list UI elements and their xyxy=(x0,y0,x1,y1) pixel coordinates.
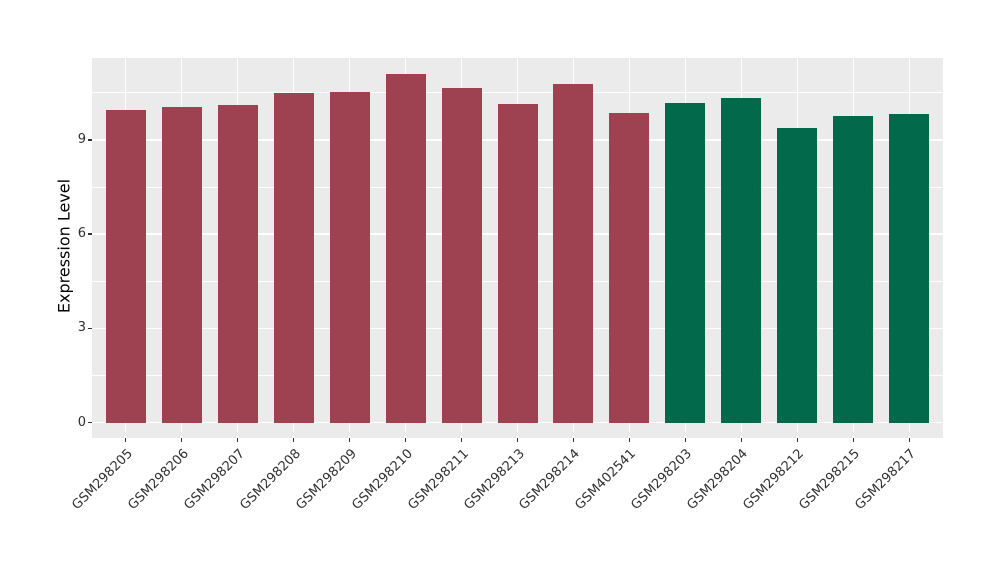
x-tick-mark-GSM298204 xyxy=(740,438,743,442)
x-tick-mark-GSM298205 xyxy=(124,438,127,442)
bar-GSM298213 xyxy=(497,103,538,423)
x-tick-mark-GSM402541 xyxy=(628,438,631,442)
y-tick-label-3: 3 xyxy=(77,320,86,336)
y-tick-mark-3 xyxy=(88,327,92,330)
y-tick-mark-0 xyxy=(88,421,92,424)
x-tick-mark-GSM298207 xyxy=(236,438,239,442)
bar-GSM402541 xyxy=(609,112,650,423)
bar-GSM298205 xyxy=(105,109,146,423)
x-tick-mark-GSM298217 xyxy=(908,438,911,442)
bar-GSM298214 xyxy=(553,84,594,423)
bar-GSM298207 xyxy=(217,105,258,423)
x-tick-mark-GSM298211 xyxy=(460,438,463,442)
x-tick-mark-GSM298214 xyxy=(572,438,575,442)
bar-GSM298215 xyxy=(833,115,874,423)
y-axis-title: Expression Level xyxy=(54,178,74,314)
y-tick-mark-6 xyxy=(88,233,92,235)
bar-GSM298212 xyxy=(777,127,818,423)
bar-GSM298211 xyxy=(441,88,482,423)
x-tick-mark-GSM298213 xyxy=(516,438,519,442)
x-tick-mark-GSM298212 xyxy=(796,438,799,442)
x-tick-mark-GSM298209 xyxy=(348,438,351,442)
bar-GSM298217 xyxy=(889,113,930,423)
y-tick-label-6: 6 xyxy=(77,226,86,242)
y-tick-mark-9 xyxy=(88,139,92,141)
x-tick-mark-GSM298210 xyxy=(404,438,407,442)
bar-GSM298206 xyxy=(161,106,202,423)
bar-GSM298209 xyxy=(329,91,370,423)
plot-panel xyxy=(92,58,943,438)
bar-GSM298204 xyxy=(721,97,762,423)
bar-GSM298203 xyxy=(665,102,706,423)
x-tick-label-GSM298217: GSM298217 xyxy=(852,446,920,513)
y-tick-label-9: 9 xyxy=(77,131,86,147)
x-tick-mark-GSM298206 xyxy=(180,438,183,442)
x-tick-mark-GSM298208 xyxy=(292,438,295,442)
bar-GSM298210 xyxy=(385,73,426,423)
bar-GSM298208 xyxy=(273,93,314,423)
x-tick-mark-GSM298203 xyxy=(684,438,687,442)
x-tick-mark-GSM298215 xyxy=(852,438,855,442)
y-tick-label-0: 0 xyxy=(77,414,86,430)
